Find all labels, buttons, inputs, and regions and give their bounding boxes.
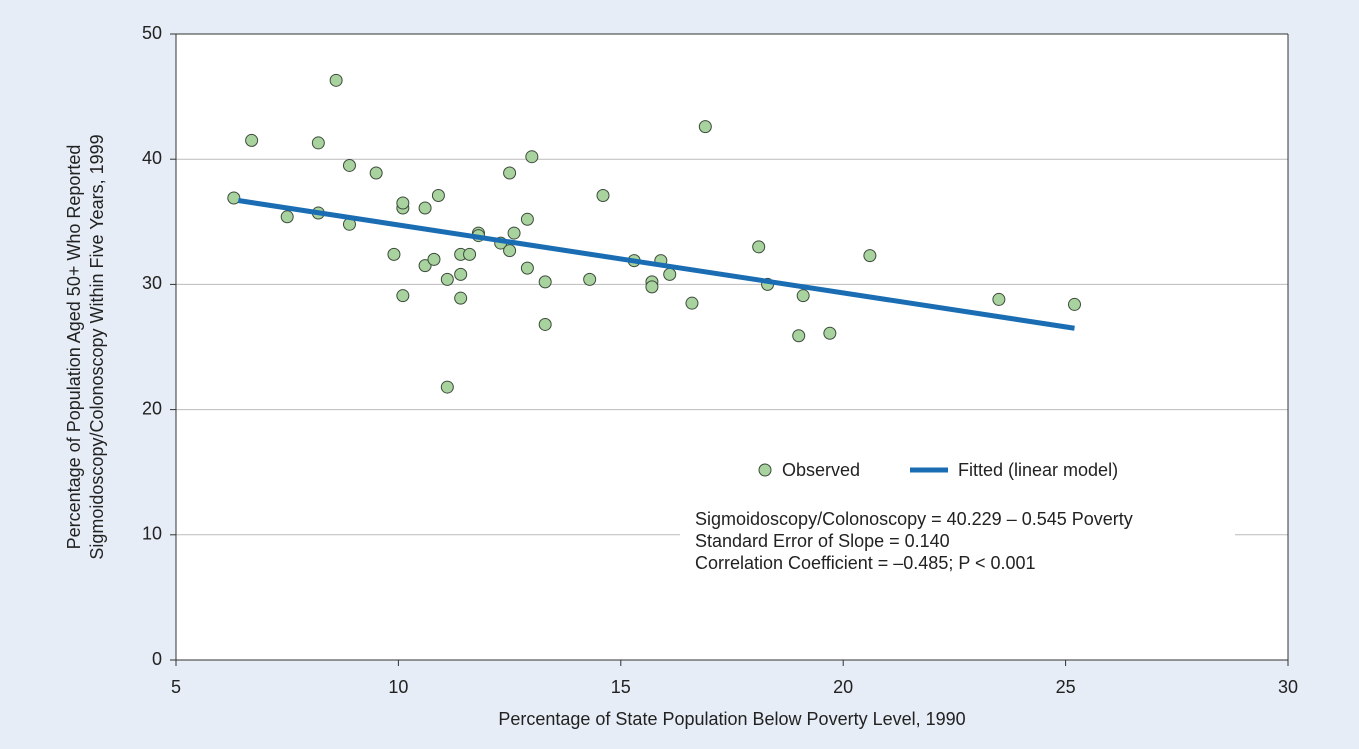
point [792,329,806,343]
point [311,136,325,150]
y-axis-title: Sigmoidoscopy/Colonoscopy Within Five Ye… [87,134,107,559]
annotation: Correlation Coefficient = –0.485; P < 0.… [695,553,1036,573]
y-tick-label: 50 [142,23,162,43]
y-tick-label: 20 [142,398,162,418]
point [369,166,383,180]
point [1067,297,1081,311]
annotation: Standard Error of Slope = 0.140 [695,531,950,551]
x-tick-label: 15 [611,677,631,697]
point [596,189,610,203]
point [396,196,410,210]
point [245,133,259,147]
annotation-box [680,505,1235,583]
legend-swatch [758,463,772,477]
point [387,247,401,261]
point [507,226,521,240]
x-tick-label: 25 [1056,677,1076,697]
point [685,296,699,310]
annotation: Sigmoidoscopy/Colonoscopy = 40.229 – 0.5… [695,509,1133,529]
y-tick-label: 10 [142,524,162,544]
point [503,244,517,258]
x-axis-title: Percentage of State Population Below Pov… [498,709,965,729]
point [427,252,441,266]
point [992,292,1006,306]
point [454,291,468,305]
point [440,380,454,394]
point [463,247,477,261]
point [863,249,877,263]
point [698,120,712,134]
point [396,289,410,303]
x-tick-label: 10 [388,677,408,697]
point [663,267,677,281]
legend-label: Observed [782,460,860,480]
point [823,326,837,340]
point [329,73,343,87]
x-tick-label: 30 [1278,677,1298,697]
point [431,189,445,203]
point [227,191,241,205]
point [525,150,539,164]
y-axis-title: Percentage of Population Aged 50+ Who Re… [64,145,84,550]
point [503,166,517,180]
point [538,275,552,289]
point [454,267,468,281]
marks [227,73,1081,394]
point [538,317,552,331]
point [280,210,294,224]
x-tick-label: 20 [833,677,853,697]
point [520,261,534,275]
point [752,240,766,254]
point [645,280,659,294]
point [418,259,432,273]
y-tick-label: 30 [142,273,162,293]
point [418,201,432,215]
point [440,272,454,286]
point [520,212,534,226]
x-tick-label: 5 [171,677,181,697]
y-tick-label: 40 [142,148,162,168]
point [583,272,597,286]
y-tick-label: 0 [152,649,162,669]
legend-label: Fitted (linear model) [958,460,1118,480]
point [796,289,810,303]
point [342,158,356,172]
fit-line [237,198,1075,331]
